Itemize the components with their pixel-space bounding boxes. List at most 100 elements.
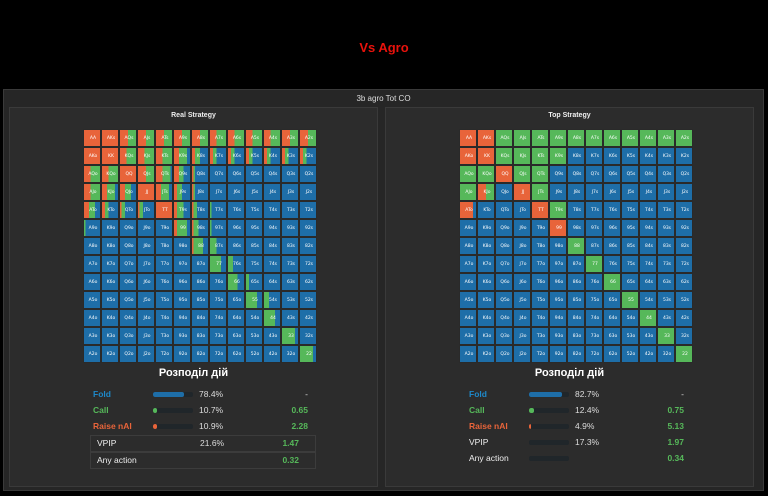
hand-cell-j3s[interactable]: J3s <box>657 183 675 201</box>
hand-cell-kqs[interactable]: KQs <box>119 147 137 165</box>
hand-cell-k9o[interactable]: K9o <box>101 219 119 237</box>
hand-cell-98o[interactable]: 98o <box>549 237 567 255</box>
hand-cell-92o[interactable]: 92o <box>173 345 191 363</box>
hand-cell-k2o[interactable]: K2o <box>477 345 495 363</box>
hand-cell-a3s[interactable]: A3s <box>657 129 675 147</box>
hand-cell-98s[interactable]: 98s <box>191 219 209 237</box>
hand-cell-t6o[interactable]: T6o <box>155 273 173 291</box>
hand-cell-t5s[interactable]: T5s <box>621 201 639 219</box>
hand-cell-a5s[interactable]: A5s <box>245 129 263 147</box>
hand-cell-76o[interactable]: 76o <box>585 273 603 291</box>
hand-cell-q3o[interactable]: Q3o <box>495 327 513 345</box>
hand-cell-75s[interactable]: 75s <box>245 255 263 273</box>
hand-cell-82o[interactable]: 82o <box>567 345 585 363</box>
hand-cell-a4o[interactable]: A4o <box>83 309 101 327</box>
hand-cell-q5s[interactable]: Q5s <box>245 165 263 183</box>
hand-cell-73o[interactable]: 73o <box>585 327 603 345</box>
hand-cell-86o[interactable]: 86o <box>191 273 209 291</box>
hand-cell-k8s[interactable]: K8s <box>191 147 209 165</box>
hand-cell-qts[interactable]: QTs <box>155 165 173 183</box>
hand-cell-54s[interactable]: 54s <box>263 291 281 309</box>
hand-cell-k8s[interactable]: K8s <box>567 147 585 165</box>
hand-cell-99[interactable]: 99 <box>173 219 191 237</box>
hand-cell-q6o[interactable]: Q6o <box>495 273 513 291</box>
hand-cell-q3s[interactable]: Q3s <box>657 165 675 183</box>
hand-cell-96o[interactable]: 96o <box>173 273 191 291</box>
hand-cell-qts[interactable]: QTs <box>531 165 549 183</box>
hand-cell-63s[interactable]: 63s <box>281 273 299 291</box>
hand-cell-44[interactable]: 44 <box>263 309 281 327</box>
hand-cell-65s[interactable]: 65s <box>245 273 263 291</box>
hand-cell-63s[interactable]: 63s <box>657 273 675 291</box>
hand-cell-96o[interactable]: 96o <box>549 273 567 291</box>
hand-cell-a7o[interactable]: A7o <box>459 255 477 273</box>
hand-cell-q8o[interactable]: Q8o <box>495 237 513 255</box>
hand-cell-kk[interactable]: KK <box>101 147 119 165</box>
hand-cell-k2o[interactable]: K2o <box>101 345 119 363</box>
hand-cell-k6o[interactable]: K6o <box>101 273 119 291</box>
hand-cell-95o[interactable]: 95o <box>549 291 567 309</box>
hand-cell-ato[interactable]: ATo <box>83 201 101 219</box>
hand-cell-j9s[interactable]: J9s <box>173 183 191 201</box>
hand-cell-kjs[interactable]: KJs <box>137 147 155 165</box>
hand-cell-a2s[interactable]: A2s <box>299 129 317 147</box>
hand-cell-43o[interactable]: 43o <box>263 327 281 345</box>
hand-cell-85s[interactable]: 85s <box>245 237 263 255</box>
hand-cell-32s[interactable]: 32s <box>675 327 693 345</box>
hand-cell-jto[interactable]: JTo <box>137 201 155 219</box>
hand-cell-j2s[interactable]: J2s <box>299 183 317 201</box>
hand-cell-a6o[interactable]: A6o <box>83 273 101 291</box>
hand-cell-k6o[interactable]: K6o <box>477 273 495 291</box>
hand-cell-t6s[interactable]: T6s <box>227 201 245 219</box>
hand-cell-k4o[interactable]: K4o <box>477 309 495 327</box>
hand-cell-k6s[interactable]: K6s <box>227 147 245 165</box>
hand-cell-a5o[interactable]: A5o <box>459 291 477 309</box>
hand-cell-83o[interactable]: 83o <box>191 327 209 345</box>
hand-cell-q2o[interactable]: Q2o <box>495 345 513 363</box>
hand-cell-kts[interactable]: KTs <box>155 147 173 165</box>
hand-cell-a5s[interactable]: A5s <box>621 129 639 147</box>
hand-cell-q2s[interactable]: Q2s <box>299 165 317 183</box>
hand-cell-k7o[interactable]: K7o <box>477 255 495 273</box>
hand-cell-k4o[interactable]: K4o <box>101 309 119 327</box>
hand-cell-aqo[interactable]: AQo <box>459 165 477 183</box>
hand-cell-j5o[interactable]: J5o <box>137 291 155 309</box>
hand-cell-kto[interactable]: KTo <box>477 201 495 219</box>
hand-cell-kjs[interactable]: KJs <box>513 147 531 165</box>
hand-cell-kjo[interactable]: KJo <box>101 183 119 201</box>
hand-cell-ato[interactable]: ATo <box>459 201 477 219</box>
hand-cell-q6s[interactable]: Q6s <box>227 165 245 183</box>
hand-cell-t5s[interactable]: T5s <box>245 201 263 219</box>
hand-cell-k5o[interactable]: K5o <box>477 291 495 309</box>
hand-cell-t2s[interactable]: T2s <box>299 201 317 219</box>
hand-cell-84s[interactable]: 84s <box>639 237 657 255</box>
hand-cell-t6s[interactable]: T6s <box>603 201 621 219</box>
hand-cell-t9o[interactable]: T9o <box>155 219 173 237</box>
hand-cell-a2o[interactable]: A2o <box>83 345 101 363</box>
hand-cell-97s[interactable]: 97s <box>585 219 603 237</box>
hand-cell-t6o[interactable]: T6o <box>531 273 549 291</box>
hand-cell-42s[interactable]: 42s <box>299 309 317 327</box>
hand-cell-t9s[interactable]: T9s <box>173 201 191 219</box>
hand-cell-94o[interactable]: 94o <box>549 309 567 327</box>
hand-cell-j4o[interactable]: J4o <box>513 309 531 327</box>
hand-cell-j6o[interactable]: J6o <box>513 273 531 291</box>
hand-cell-32s[interactable]: 32s <box>299 327 317 345</box>
hand-cell-q8s[interactable]: Q8s <box>567 165 585 183</box>
hand-cell-q8s[interactable]: Q8s <box>191 165 209 183</box>
hand-cell-q9o[interactable]: Q9o <box>119 219 137 237</box>
hand-cell-k3o[interactable]: K3o <box>477 327 495 345</box>
hand-cell-65o[interactable]: 65o <box>227 291 245 309</box>
hand-cell-k7s[interactable]: K7s <box>209 147 227 165</box>
hand-cell-92s[interactable]: 92s <box>675 219 693 237</box>
hand-cell-q3o[interactable]: Q3o <box>119 327 137 345</box>
hand-cell-32o[interactable]: 32o <box>657 345 675 363</box>
hand-cell-a3o[interactable]: A3o <box>459 327 477 345</box>
hand-cell-ajs[interactable]: AJs <box>137 129 155 147</box>
hand-cell-53o[interactable]: 53o <box>621 327 639 345</box>
hand-cell-j5s[interactable]: J5s <box>245 183 263 201</box>
hand-cell-72o[interactable]: 72o <box>209 345 227 363</box>
hand-cell-j4o[interactable]: J4o <box>137 309 155 327</box>
hand-cell-j2o[interactable]: J2o <box>513 345 531 363</box>
hand-cell-qto[interactable]: QTo <box>119 201 137 219</box>
